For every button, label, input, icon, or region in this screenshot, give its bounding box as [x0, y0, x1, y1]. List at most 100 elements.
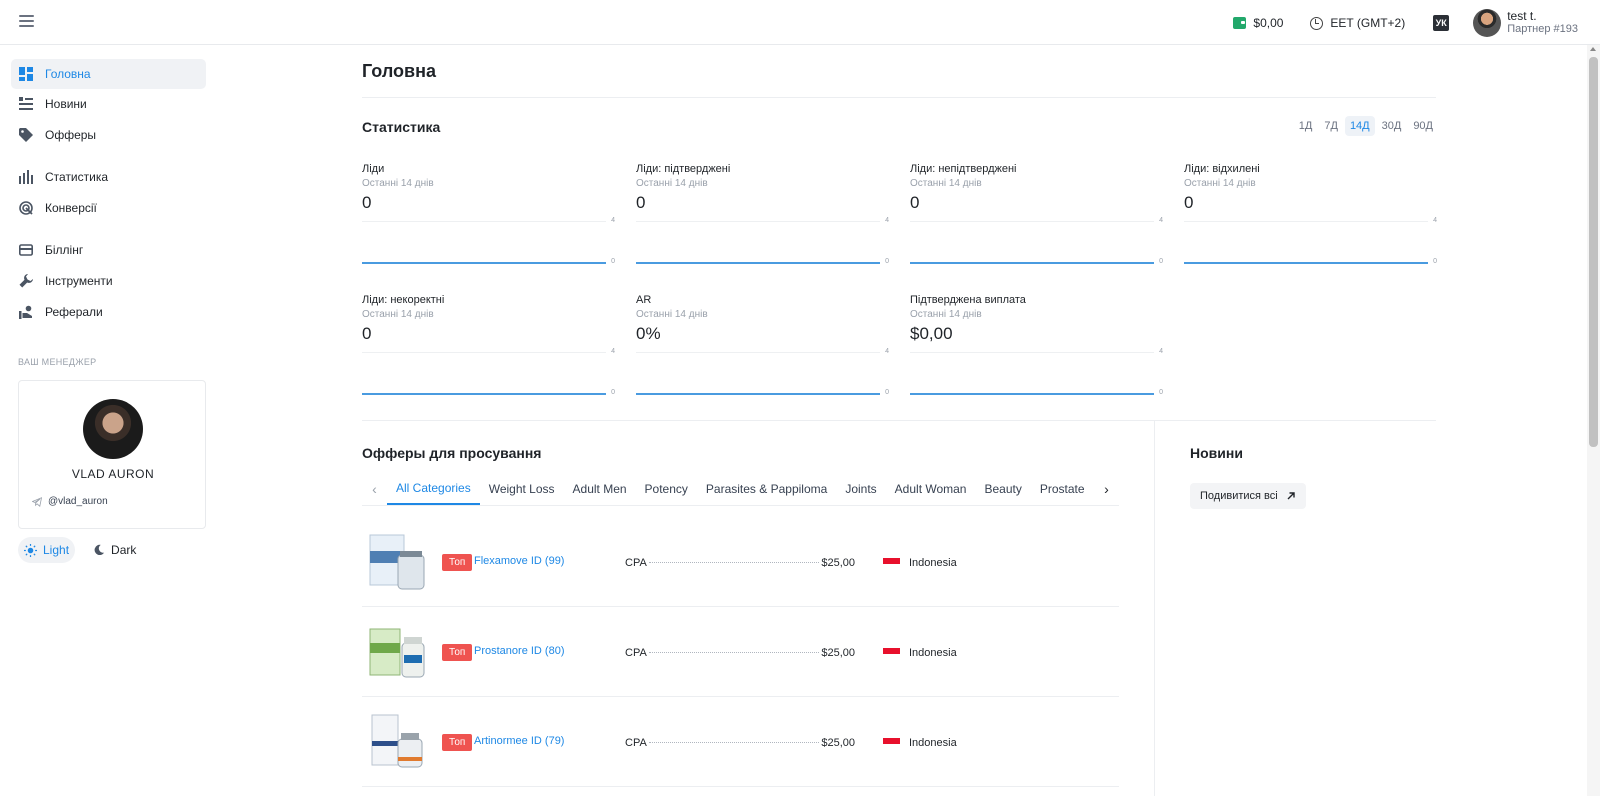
tab-adult-men[interactable]: Adult Men: [572, 481, 627, 496]
tab-weight-loss[interactable]: Weight Loss: [488, 481, 555, 496]
language-switch[interactable]: УК: [1433, 15, 1450, 31]
divider: [362, 420, 1436, 421]
product-image: [369, 628, 425, 678]
theme-light-button[interactable]: Light: [18, 537, 76, 563]
period-14d[interactable]: 14Д: [1344, 116, 1375, 136]
stat-period: Останні 14 днів: [362, 178, 434, 189]
arrow-up-right-icon: [1287, 492, 1295, 500]
balance-value: $0,00: [1253, 16, 1284, 30]
stat-label: Підтверджена виплата: [910, 294, 1026, 306]
tick-label: 4: [885, 348, 889, 355]
stat-period: Останні 14 днів: [1184, 178, 1256, 189]
tab-adult-woman[interactable]: Adult Woman: [894, 481, 967, 496]
avatar: [1473, 9, 1502, 37]
wrench-icon: [19, 274, 33, 288]
sidebar-item-conversions[interactable]: Конверсії: [11, 193, 206, 223]
tick-label: 0: [885, 389, 889, 396]
user-name: test t.: [1507, 9, 1537, 23]
sidebar-item-label: Офферы: [45, 128, 97, 142]
tab-all-categories[interactable]: All Categories: [387, 472, 480, 505]
user-menu[interactable]: test t. Партнер #193: [1473, 9, 1578, 37]
moon-icon: [94, 544, 105, 556]
tab-beauty[interactable]: Beauty: [984, 481, 1022, 496]
offer-payout: CPA $25,00: [625, 737, 855, 749]
sidebar-item-label: Реферали: [45, 305, 103, 319]
tick-label: 4: [885, 217, 889, 224]
balance[interactable]: $0,00: [1233, 16, 1283, 30]
period-7d[interactable]: 7Д: [1324, 120, 1338, 132]
sidebar-item-referrals[interactable]: Реферали: [11, 297, 206, 327]
divider: [362, 97, 1436, 98]
stat-card-ar: AR Останні 14 днів 0% 4 0: [636, 294, 889, 414]
tick-label: 4: [1433, 217, 1437, 224]
target-icon: [19, 201, 33, 215]
tick-label: 0: [611, 389, 615, 396]
menu-icon[interactable]: [19, 15, 34, 27]
stat-sparkline: 4 0: [362, 348, 615, 400]
offer-payout: CPA $25,00: [625, 647, 855, 659]
timezone[interactable]: EET (GMT+2): [1310, 16, 1405, 30]
period-30d[interactable]: 30Д: [1381, 120, 1402, 132]
timezone-label: EET (GMT+2): [1330, 16, 1406, 30]
sidebar-item-offers[interactable]: Офферы: [11, 120, 206, 150]
theme-switch: Light Dark: [18, 537, 142, 563]
view-all-news-button[interactable]: Подивитися всі: [1190, 483, 1306, 509]
tick-label: 0: [1159, 258, 1163, 265]
indonesia-flag-icon: [883, 647, 900, 659]
scroll-up-icon[interactable]: [1590, 47, 1596, 51]
sidebar-item-tools[interactable]: Інструменти: [11, 266, 206, 296]
theme-light-label: Light: [43, 543, 70, 557]
offer-link[interactable]: Artinormee ID (79): [474, 735, 565, 747]
offer-row: Топ Artinormee ID (79) CPA $25,00 Indones…: [362, 697, 1119, 787]
offer-row: Топ Prostanore ID (80) CPA $25,00 Indones…: [362, 607, 1119, 697]
chevron-left-icon[interactable]: ‹: [372, 480, 377, 497]
manager-section-title: ВАШ МЕНЕДЖЕР: [18, 357, 97, 367]
stat-sparkline: 4 0: [636, 348, 889, 400]
stat-card-unconfirmed: Ліди: непідтверджені Останні 14 днів 0 4…: [910, 163, 1163, 283]
telegram-icon: [32, 496, 42, 507]
top-bar: $0,00 EET (GMT+2) УК test t. Партнер #19…: [0, 0, 1600, 45]
sidebar-item-statistics[interactable]: Статистика: [11, 162, 206, 192]
sun-icon: [24, 543, 37, 557]
sidebar-item-label: Інструменти: [45, 274, 113, 288]
scrollbar-thumb[interactable]: [1589, 57, 1598, 447]
manager-avatar: [83, 399, 143, 459]
top-badge: Топ: [442, 554, 473, 571]
sidebar-item-home[interactable]: Головна: [11, 59, 206, 89]
offer-link[interactable]: Prostanore ID (80): [474, 645, 565, 657]
referral-icon: [19, 305, 33, 319]
wallet-icon: [1233, 17, 1247, 29]
manager-telegram[interactable]: @vlad_auron: [32, 496, 108, 507]
tab-parasites[interactable]: Parasites & Pappiloma: [705, 481, 828, 496]
offer-row: Топ Flexamove ID (99) CPA $25,00 Indonesi…: [362, 517, 1119, 607]
geo-label: Indonesia: [909, 557, 957, 569]
theme-dark-button[interactable]: Dark: [87, 537, 142, 563]
stat-sparkline: 4 0: [636, 217, 889, 269]
sidebar-item-label: Конверсії: [45, 201, 97, 215]
sidebar-item-news[interactable]: Новини: [11, 89, 206, 119]
offer-geo: Indonesia: [883, 737, 957, 749]
view-all-label: Подивитися всі: [1200, 490, 1278, 502]
offer-link[interactable]: Flexamove ID (99): [474, 555, 565, 567]
tab-joints[interactable]: Joints: [845, 481, 877, 496]
period-90d[interactable]: 90Д: [1413, 120, 1433, 132]
stat-card-leads: Ліди Останні 14 днів 0 4 0: [362, 163, 615, 283]
stat-period: Останні 14 днів: [910, 178, 982, 189]
sidebar-item-billing[interactable]: Біллінг: [11, 235, 206, 265]
tab-potency[interactable]: Potency: [644, 481, 688, 496]
tick-label: 4: [1159, 217, 1163, 224]
scrollbar[interactable]: [1587, 45, 1600, 796]
tab-prostate[interactable]: Prostate: [1039, 481, 1085, 496]
divider: [1154, 420, 1155, 796]
stat-label: Ліди: некоректні: [362, 294, 445, 306]
period-1d[interactable]: 1Д: [1298, 120, 1313, 132]
stat-label: Ліди: підтверджені: [636, 163, 731, 175]
sidebar-item-label: Статистика: [45, 170, 109, 184]
chevron-right-icon[interactable]: ›: [1094, 476, 1119, 501]
stat-label: Ліди: непідтверджені: [910, 163, 1017, 175]
period-selector: 1Д 7Д 14Д 30Д 90Д: [1294, 116, 1438, 136]
sidebar-item-label: Біллінг: [45, 243, 84, 257]
tick-label: 0: [1433, 258, 1437, 265]
offer-geo: Indonesia: [883, 557, 957, 569]
card-icon: [19, 243, 33, 257]
